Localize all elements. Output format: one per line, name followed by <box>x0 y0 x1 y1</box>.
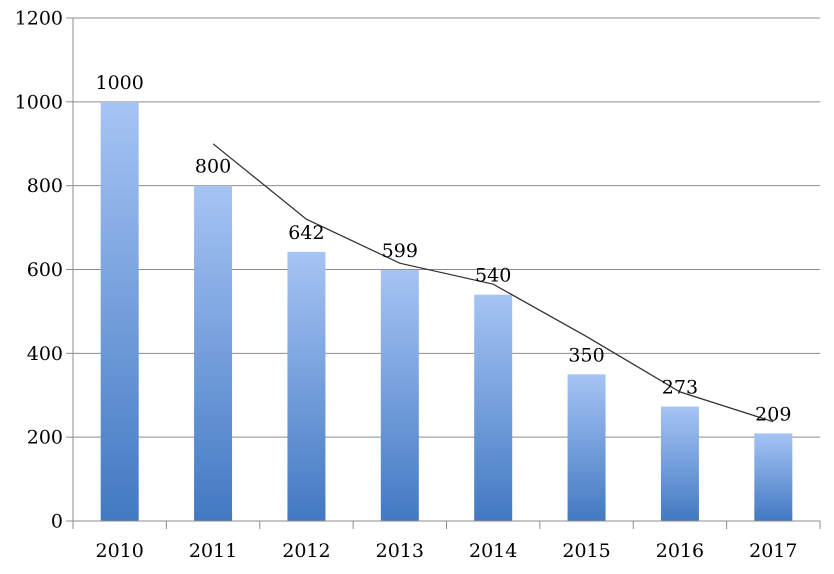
trend-line <box>212 143 774 423</box>
bar-value-label: 209 <box>755 403 791 425</box>
bar-2013 <box>380 269 419 521</box>
x-axis-label: 2016 <box>656 540 704 562</box>
bar-2012 <box>287 251 326 521</box>
x-axis-label: 2014 <box>469 540 517 562</box>
x-axis-label: 2011 <box>189 540 237 562</box>
x-axis-label: 2013 <box>376 540 424 562</box>
y-axis-label: 0 <box>51 511 63 533</box>
y-axis-label: 600 <box>27 259 63 281</box>
bar-2017 <box>754 433 793 521</box>
x-axis-label: 2017 <box>749 540 797 562</box>
bar-value-label: 273 <box>662 377 698 399</box>
bar-value-label: 350 <box>568 344 604 366</box>
bar-value-label: 599 <box>382 240 418 262</box>
x-axis-label: 2010 <box>96 540 144 562</box>
y-axis-label: 1000 <box>15 91 63 113</box>
bar-value-label: 800 <box>195 156 231 178</box>
bar-2011 <box>194 185 233 521</box>
y-axis-label: 400 <box>27 343 63 365</box>
y-axis-label: 200 <box>27 427 63 449</box>
bar-2014 <box>474 294 513 521</box>
bar-2016 <box>660 406 699 521</box>
bar-value-label: 540 <box>475 265 511 287</box>
bar-2010 <box>100 101 139 521</box>
x-axis-label: 2015 <box>562 540 610 562</box>
bar-value-label: 1000 <box>96 72 144 94</box>
bar-value-label: 642 <box>288 222 324 244</box>
y-axis-label: 1200 <box>15 8 63 30</box>
bar-2015 <box>567 374 606 521</box>
x-axis-label: 2012 <box>282 540 330 562</box>
y-axis-label: 800 <box>27 175 63 197</box>
